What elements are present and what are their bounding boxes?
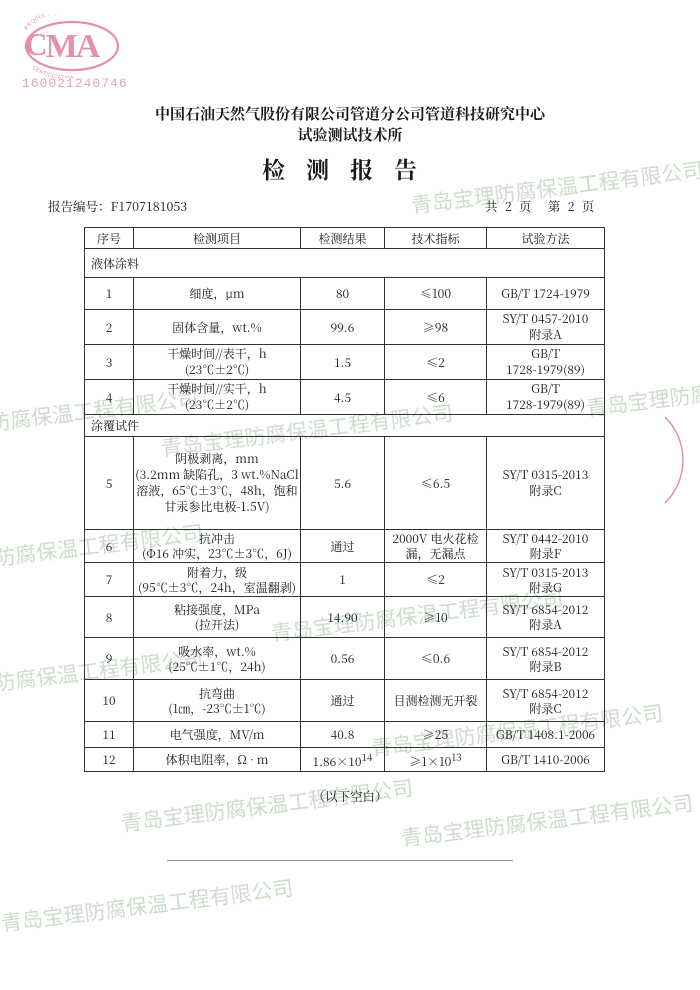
svg-text:C: C (24, 26, 47, 62)
svg-text:MA: MA (46, 28, 101, 65)
